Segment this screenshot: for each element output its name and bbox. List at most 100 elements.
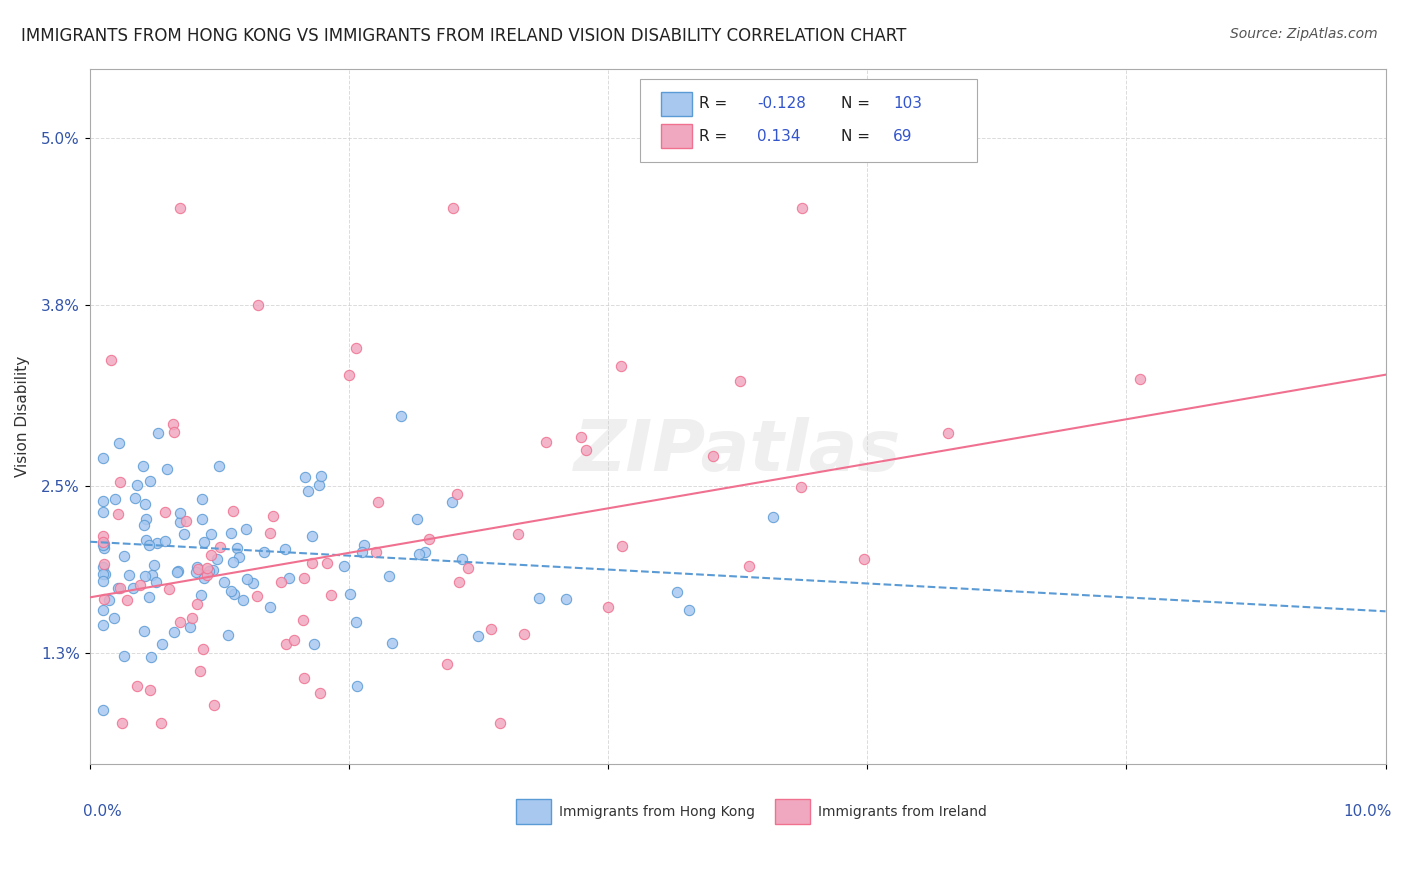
Point <box>202 698 225 713</box>
Point <box>339 587 361 601</box>
Point <box>728 374 751 388</box>
Point <box>91 618 114 632</box>
Point <box>156 461 179 475</box>
Text: N =: N = <box>841 128 875 144</box>
Point <box>489 715 512 730</box>
Point <box>143 558 166 572</box>
Point <box>190 512 212 526</box>
Point <box>141 568 163 582</box>
Point <box>575 442 598 457</box>
Point <box>665 585 688 599</box>
Point <box>346 679 368 693</box>
Point <box>301 529 323 543</box>
Point <box>94 566 117 581</box>
Point <box>103 611 125 625</box>
Point <box>253 545 276 559</box>
Point <box>446 486 468 500</box>
Point <box>389 409 412 424</box>
Point <box>294 470 316 484</box>
Point <box>344 341 367 355</box>
Point <box>277 571 299 585</box>
Point <box>418 533 440 547</box>
Point <box>292 570 315 584</box>
Point <box>195 561 218 575</box>
Point <box>127 680 149 694</box>
Point <box>217 628 239 642</box>
Point <box>132 518 155 533</box>
Point <box>91 703 114 717</box>
Point <box>121 581 143 595</box>
Point <box>212 574 235 589</box>
Point <box>406 511 429 525</box>
Point <box>97 592 120 607</box>
Text: -0.128: -0.128 <box>756 95 806 111</box>
Point <box>134 624 156 639</box>
Point <box>702 449 724 463</box>
Point <box>315 557 337 571</box>
Point <box>100 353 122 368</box>
Point <box>184 565 207 579</box>
Point <box>232 593 254 607</box>
Point <box>1129 372 1152 386</box>
Text: Immigrants from Ireland: Immigrants from Ireland <box>818 805 987 819</box>
Text: IMMIGRANTS FROM HONG KONG VS IMMIGRANTS FROM IRELAND VISION DISABILITY CORRELATI: IMMIGRANTS FROM HONG KONG VS IMMIGRANTS … <box>21 27 907 45</box>
Text: 103: 103 <box>893 95 922 111</box>
Point <box>337 368 360 382</box>
Point <box>938 426 960 441</box>
Point <box>366 545 388 559</box>
Point <box>150 715 173 730</box>
Point <box>188 664 211 678</box>
FancyBboxPatch shape <box>516 798 551 824</box>
Point <box>413 545 436 559</box>
Point <box>270 574 292 589</box>
Point <box>467 630 489 644</box>
Point <box>104 491 127 506</box>
Point <box>738 558 761 573</box>
Point <box>91 538 114 552</box>
Point <box>163 625 186 640</box>
Point <box>569 430 592 444</box>
Point <box>139 649 162 664</box>
Point <box>333 559 356 574</box>
Text: 0.0%: 0.0% <box>83 805 122 819</box>
Point <box>93 541 115 556</box>
Point <box>166 565 188 579</box>
Point <box>134 569 156 583</box>
Point <box>246 590 269 604</box>
Point <box>378 568 401 582</box>
Point <box>181 611 204 625</box>
FancyBboxPatch shape <box>775 798 810 824</box>
Point <box>138 474 160 488</box>
Point <box>125 477 148 491</box>
Point <box>107 436 129 450</box>
Point <box>197 568 219 582</box>
Point <box>91 559 114 574</box>
Point <box>91 494 114 508</box>
Point <box>163 425 186 439</box>
Point <box>209 540 232 554</box>
Point <box>221 555 243 569</box>
Point <box>441 495 464 509</box>
Point <box>527 591 550 605</box>
Point <box>292 671 315 685</box>
Point <box>91 574 114 588</box>
Point <box>112 649 135 664</box>
Point <box>190 492 212 507</box>
Point <box>169 615 191 629</box>
Point <box>91 603 114 617</box>
Point <box>112 549 135 563</box>
Point <box>208 459 231 474</box>
Point <box>235 522 257 536</box>
Point <box>191 642 214 657</box>
Point <box>186 560 208 574</box>
Point <box>118 568 141 582</box>
Point <box>221 583 243 598</box>
Point <box>107 581 129 595</box>
Point <box>205 552 228 566</box>
Point <box>259 600 281 615</box>
Point <box>115 592 138 607</box>
FancyBboxPatch shape <box>661 124 692 148</box>
Point <box>479 622 502 636</box>
Point <box>273 542 295 557</box>
Point <box>555 591 578 606</box>
